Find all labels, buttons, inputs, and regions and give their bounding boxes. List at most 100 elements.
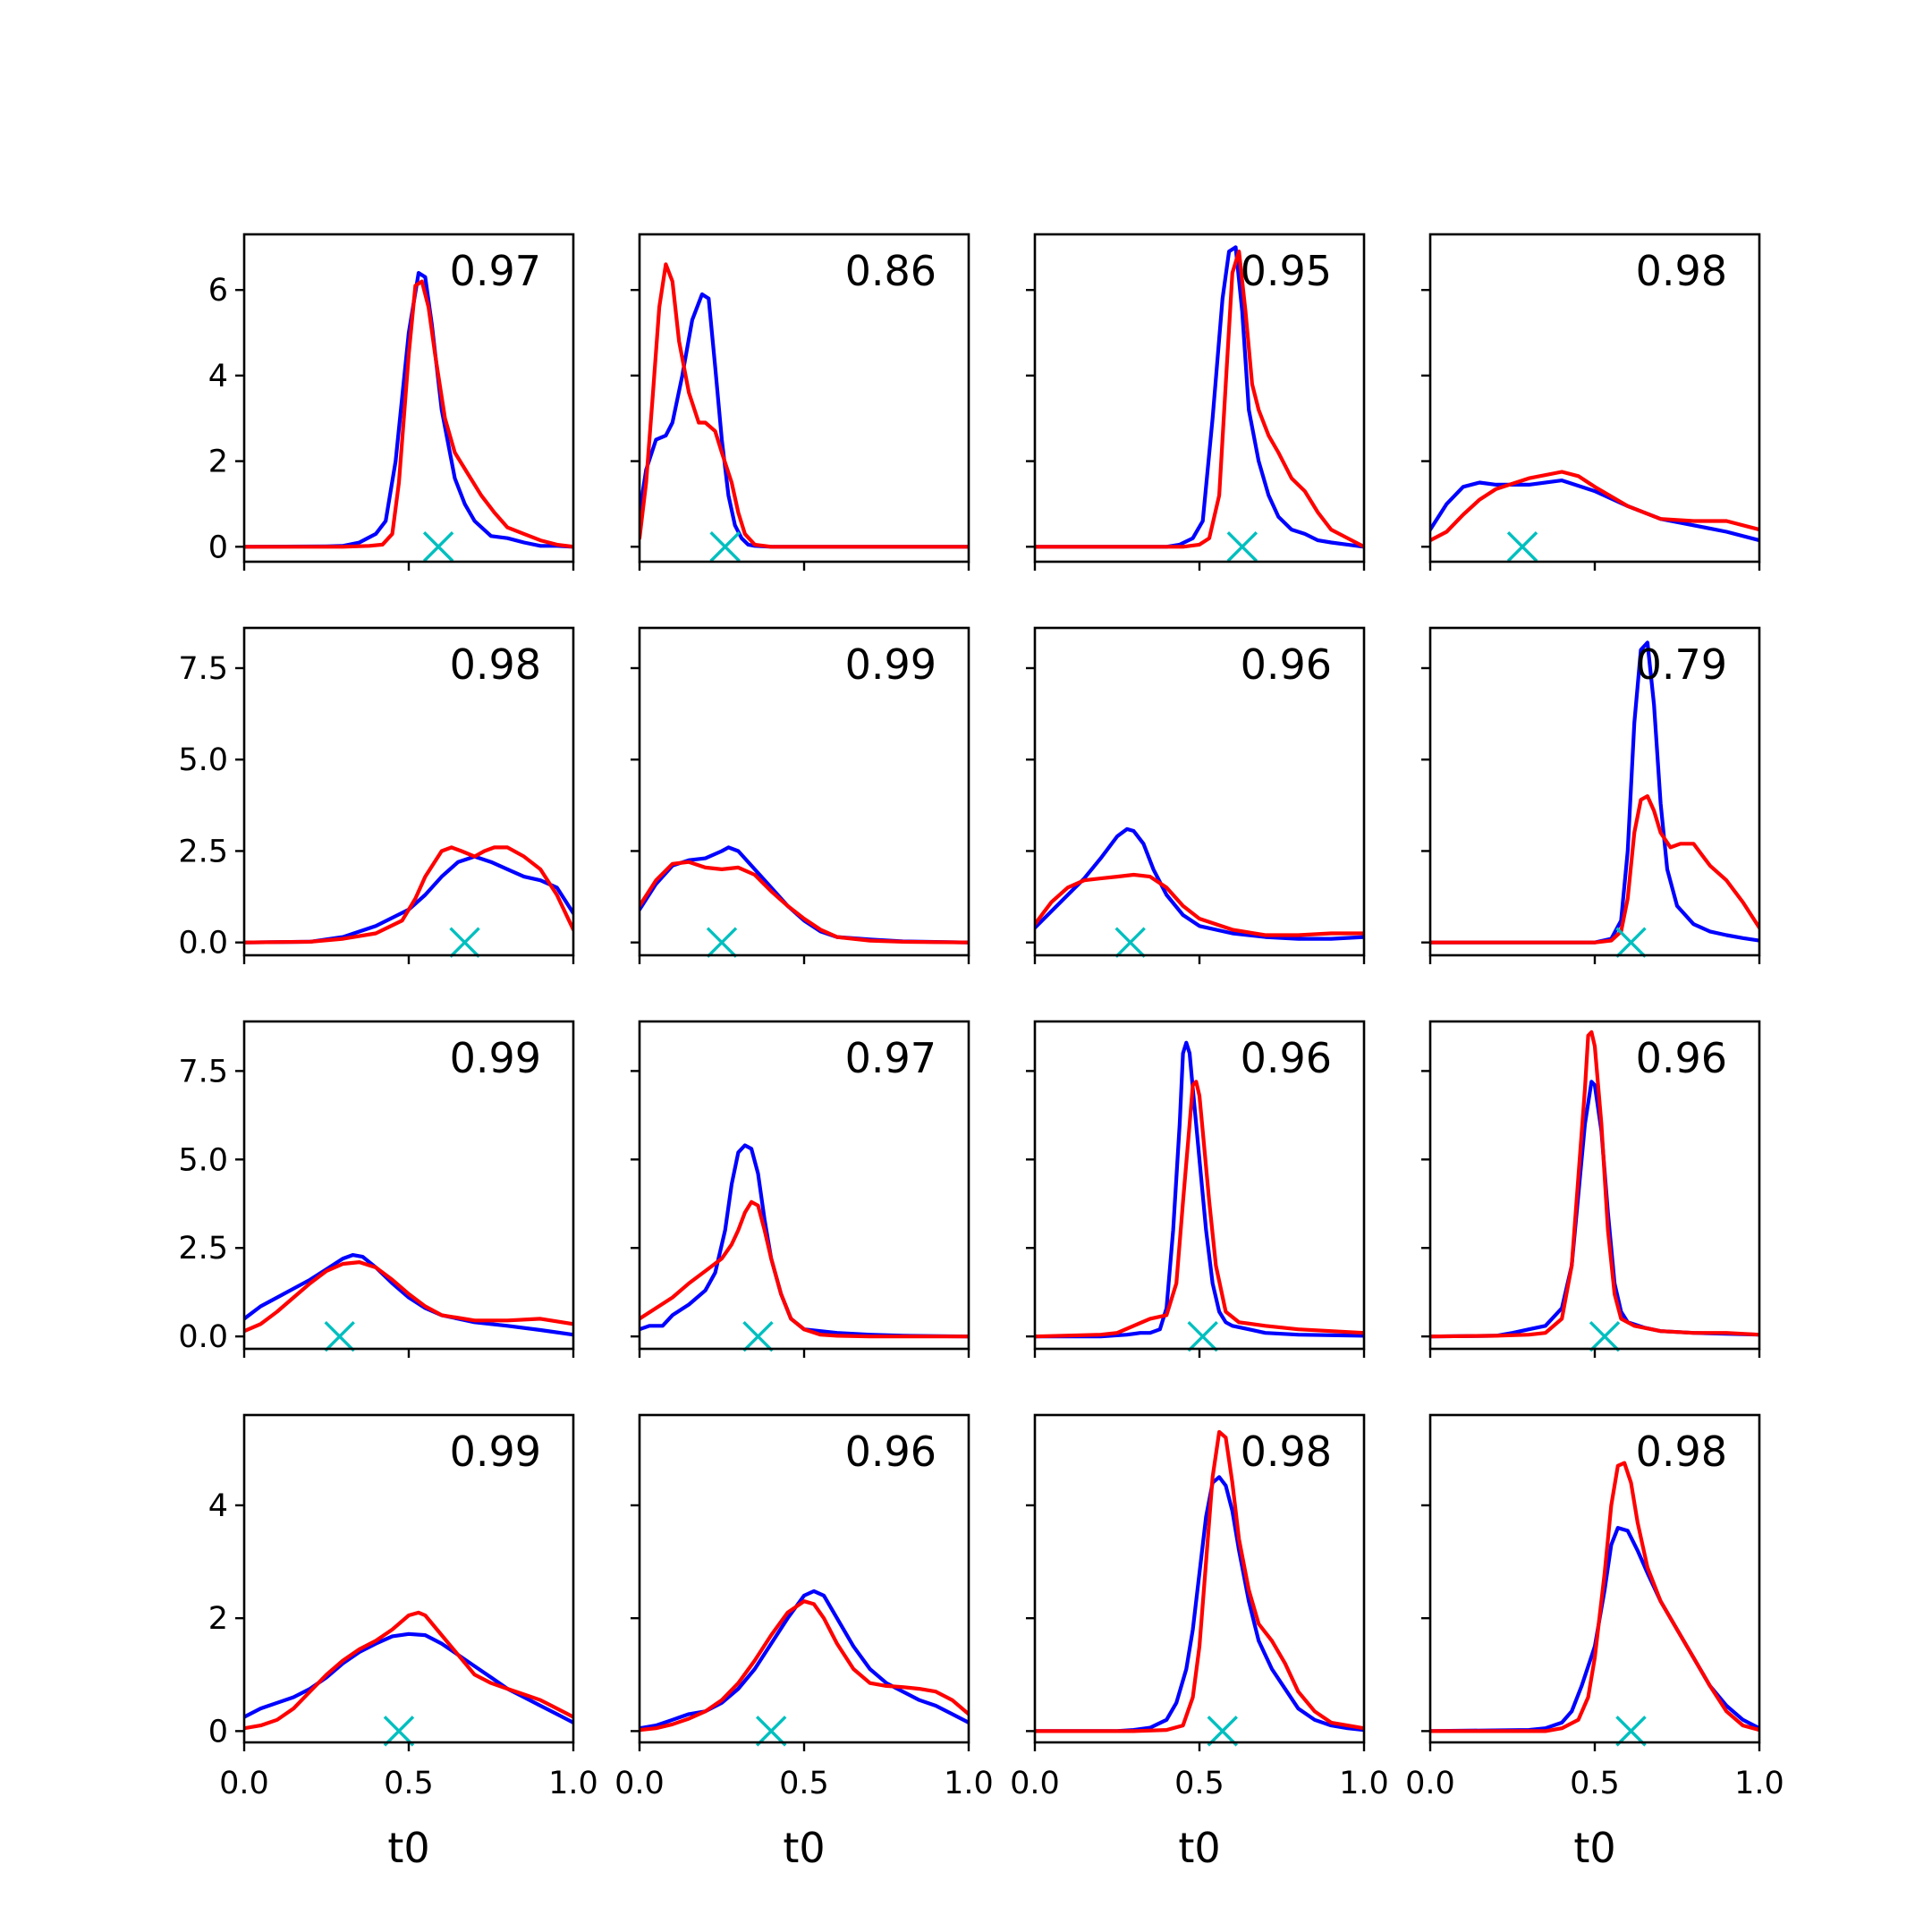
cyan-x-marker xyxy=(1615,927,1647,958)
y-tick-label: 0 xyxy=(208,1714,228,1750)
correlation-annotation: 0.98 xyxy=(1636,247,1727,295)
red-series-line xyxy=(1430,794,1759,945)
subplot-panel: 0.98 0.0 2.5 5.0 7.5 xyxy=(178,626,575,964)
subplot-panel: 0.98 0.0 0.5 1.0 xyxy=(1405,1413,1784,1801)
red-series-line xyxy=(640,262,969,549)
subplot-panel: 0.99 0 2 4 0.0 0.5 1.0 xyxy=(208,1413,598,1801)
x-tick-label: 1.0 xyxy=(944,1766,994,1801)
correlation-annotation: 0.99 xyxy=(450,1428,541,1476)
correlation-annotation: 0.99 xyxy=(845,640,936,689)
subplot-panel: 0.86 xyxy=(631,233,970,571)
subplot-panel: 0.96 xyxy=(1026,1020,1366,1358)
correlation-annotation: 0.98 xyxy=(1636,1428,1727,1476)
y-tick-label: 4 xyxy=(208,1488,228,1524)
subplot-panel: 0.97 0 2 4 6 xyxy=(208,233,575,571)
correlation-annotation: 0.97 xyxy=(450,247,541,295)
y-tick-label: 2.5 xyxy=(178,1231,228,1267)
cyan-x-marker xyxy=(742,1320,774,1352)
cyan-x-marker xyxy=(1226,531,1258,563)
x-axis-label: t0 xyxy=(1573,1824,1615,1872)
plot-area xyxy=(244,845,573,945)
subplot-panel: 0.99 0.0 2.5 5.0 7.5 xyxy=(178,1020,575,1358)
x-axis-label: t0 xyxy=(783,1824,825,1872)
y-tick-label: 0.0 xyxy=(178,926,228,962)
cyan-x-marker xyxy=(709,531,741,563)
x-tick-label: 0.5 xyxy=(779,1766,829,1801)
red-series-line xyxy=(1430,1461,1759,1733)
subplot-panel: 0.99 xyxy=(631,626,970,964)
y-tick-label: 5.0 xyxy=(178,742,228,778)
red-series-line xyxy=(244,1260,573,1334)
x-tick-label: 0.5 xyxy=(384,1766,434,1801)
subplot-panel: 0.96 xyxy=(1026,626,1366,964)
blue-series-line xyxy=(640,1589,969,1731)
red-series-line xyxy=(244,1610,573,1731)
cyan-x-marker xyxy=(706,927,738,958)
red-series-line xyxy=(244,279,573,549)
x-tick-label: 1.0 xyxy=(1339,1766,1389,1801)
correlation-annotation: 0.98 xyxy=(450,640,541,689)
red-series-line xyxy=(244,845,573,945)
y-tick-label: 7.5 xyxy=(178,1054,228,1089)
y-tick-label: 7.5 xyxy=(178,651,228,687)
plot-area xyxy=(244,1253,573,1337)
blue-series-line xyxy=(244,1253,573,1337)
blue-series-line xyxy=(1430,640,1759,945)
subplot-panel: 0.98 0.0 0.5 1.0 xyxy=(1010,1413,1389,1801)
subplot-panel: 0.79 xyxy=(1421,626,1761,964)
cyan-x-marker xyxy=(1114,927,1146,958)
y-tick-label: 0.0 xyxy=(178,1319,228,1355)
cyan-x-marker xyxy=(755,1716,787,1747)
x-tick-label: 0.0 xyxy=(1010,1766,1060,1801)
red-series-line xyxy=(1035,872,1364,937)
correlation-annotation: 0.99 xyxy=(450,1034,541,1082)
blue-series-line xyxy=(640,1143,969,1339)
correlation-annotation: 0.96 xyxy=(1241,640,1332,689)
cyan-x-marker xyxy=(324,1320,355,1352)
cyan-x-marker xyxy=(1589,1320,1621,1352)
y-tick-label: 0 xyxy=(208,530,228,565)
cyan-x-marker xyxy=(1187,1320,1218,1352)
y-tick-label: 4 xyxy=(208,359,228,394)
plot-area xyxy=(244,1610,573,1731)
red-series-line xyxy=(640,1599,969,1733)
plot-area xyxy=(1035,245,1364,549)
plot-area xyxy=(640,1143,969,1339)
x-tick-label: 0.0 xyxy=(219,1766,269,1801)
subplot-panel: 0.96 0.0 0.5 1.0 xyxy=(614,1413,994,1801)
red-series-line xyxy=(1035,250,1364,549)
correlation-annotation: 0.96 xyxy=(845,1428,936,1476)
x-tick-label: 1.0 xyxy=(1734,1766,1784,1801)
y-tick-label: 5.0 xyxy=(178,1142,228,1178)
red-series-line xyxy=(1035,1080,1364,1339)
red-series-line xyxy=(640,1199,969,1339)
x-axis-labels: t0 t0 t0 t0 xyxy=(387,1824,1615,1872)
plot-area xyxy=(1035,1429,1364,1733)
x-axis-label: t0 xyxy=(387,1824,429,1872)
y-tick-label: 6 xyxy=(208,273,228,309)
subplot-panel: 0.97 xyxy=(631,1020,970,1358)
plot-area xyxy=(1430,640,1759,945)
plot-area xyxy=(1430,470,1759,543)
y-tick-label: 2.5 xyxy=(178,834,228,869)
red-series-line xyxy=(1430,470,1759,543)
x-tick-label: 0.0 xyxy=(614,1766,665,1801)
y-tick-label: 2 xyxy=(208,445,228,480)
red-series-line xyxy=(1430,1030,1759,1339)
plot-area xyxy=(1430,1461,1759,1733)
blue-series-line xyxy=(1035,1040,1364,1339)
cyan-x-marker xyxy=(1207,1716,1238,1747)
correlation-annotation: 0.95 xyxy=(1241,247,1332,295)
plot-area xyxy=(1430,1030,1759,1339)
plot-area xyxy=(1035,1040,1364,1339)
x-tick-label: 0.5 xyxy=(1174,1766,1224,1801)
x-tick-label: 0.5 xyxy=(1570,1766,1620,1801)
red-series-line xyxy=(1035,1429,1364,1733)
x-axis-label: t0 xyxy=(1178,1824,1220,1872)
subplot-panel: 0.98 xyxy=(1421,233,1761,571)
cyan-x-marker xyxy=(1506,531,1538,563)
correlation-annotation: 0.86 xyxy=(845,247,936,295)
correlation-annotation: 0.96 xyxy=(1241,1034,1332,1082)
